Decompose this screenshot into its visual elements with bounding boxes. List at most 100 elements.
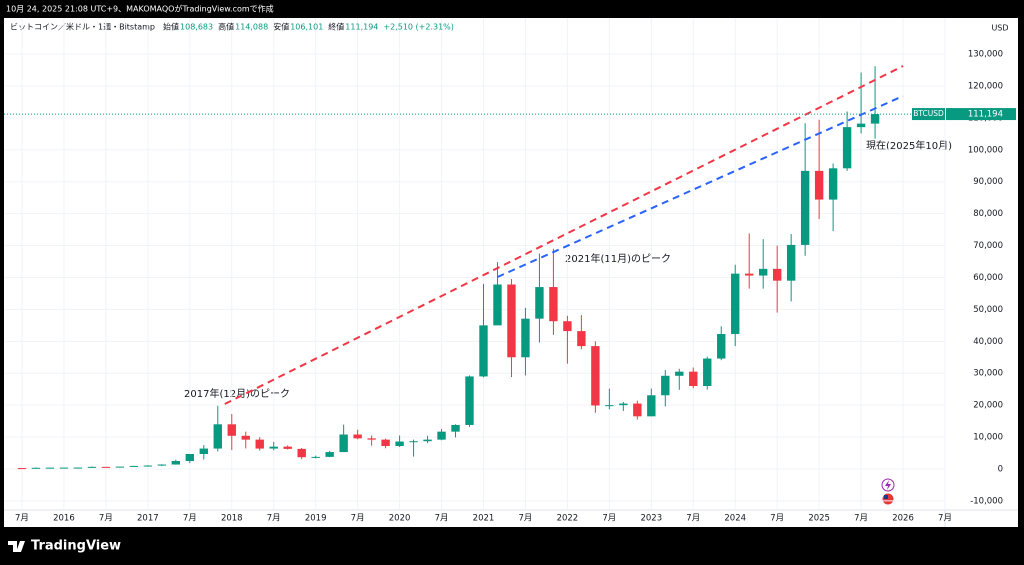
legend-label: 安値: [273, 22, 289, 32]
y-tick-label: 20,000: [973, 401, 1003, 411]
x-tick-label: 2017: [137, 514, 159, 524]
candle-body: [227, 424, 236, 436]
candle-body: [507, 284, 516, 358]
candle-body: [465, 376, 474, 425]
candle-body: [269, 446, 278, 449]
candle-body: [87, 466, 97, 468]
trendline: [497, 95, 904, 278]
candle-body: [283, 446, 292, 449]
legend-value: 111,194: [345, 23, 378, 32]
chart-frame: [4, 18, 1018, 527]
candle-body: [409, 441, 418, 443]
x-tick-label: 7月: [99, 514, 113, 524]
x-tick-label: 2025: [808, 514, 830, 524]
candle-body: [17, 468, 27, 470]
x-tick-label: 7月: [686, 514, 700, 524]
candle-body: [577, 331, 586, 347]
logo-mark: [8, 541, 25, 552]
candle-body: [59, 467, 69, 469]
candle-body: [800, 170, 810, 245]
last-price-label: 111,194: [968, 110, 1003, 120]
candle-body: [325, 452, 334, 457]
candle-body: [675, 371, 684, 376]
x-tick-label: 2020: [389, 514, 411, 524]
legend-value: 108,683: [180, 23, 213, 32]
x-tick-label: 2023: [640, 514, 662, 524]
candle-body: [437, 431, 446, 440]
candle-body: [535, 287, 544, 319]
legend-value: 106,101: [290, 23, 323, 32]
candle-body: [311, 456, 320, 458]
annotation: 現在(2025年10月): [866, 139, 952, 152]
x-tick-label: 7月: [183, 514, 197, 524]
candle-body: [828, 168, 838, 200]
candle-body: [255, 439, 264, 449]
candle-body: [171, 461, 181, 465]
candle-body: [157, 464, 167, 466]
candle-body: [870, 114, 880, 124]
candle-body: [381, 439, 390, 447]
candle-body: [241, 435, 250, 440]
logo-text: TradingView: [31, 539, 121, 554]
y-tick-label: 60,000: [973, 273, 1003, 283]
candle-body: [45, 467, 55, 469]
annotation: 2017年(12月)のピーク: [184, 387, 290, 400]
x-tick-label: 7月: [435, 514, 449, 524]
x-tick-label: 7月: [518, 514, 532, 524]
y-tick-label: 30,000: [973, 369, 1003, 379]
y-tick-label: 70,000: [973, 241, 1003, 251]
candle-body: [143, 465, 153, 467]
x-tick-label: 7月: [351, 514, 365, 524]
grid: [4, 18, 946, 510]
candle-body: [367, 438, 376, 440]
candle-body: [115, 466, 125, 468]
logo: TradingView: [8, 539, 121, 554]
y-tick-label: -10,000: [970, 496, 1003, 506]
candle-body: [814, 170, 824, 200]
candle-body: [619, 403, 628, 406]
x-tick-label: 2022: [557, 514, 579, 524]
y-tick-label: 50,000: [973, 305, 1003, 315]
annotation: 2021年(11月)のピーク: [565, 252, 671, 265]
candle-body: [591, 346, 600, 406]
candle-body: [423, 439, 432, 442]
candle-body: [339, 434, 348, 453]
candle-body: [703, 358, 712, 387]
x-tick-label: 2021: [473, 514, 495, 524]
candle-body: [717, 333, 726, 359]
candle-body: [563, 321, 572, 332]
last-price-name: BTCUSD: [913, 109, 944, 118]
x-tick-label: 7月: [267, 514, 281, 524]
candle-body: [199, 448, 208, 454]
candle-body: [353, 434, 362, 439]
x-tick-label: 2019: [305, 514, 327, 524]
candle-body: [31, 467, 41, 469]
y-tick-label: 0: [998, 464, 1003, 474]
y-tick-label: 100,000: [968, 145, 1003, 155]
candles: [17, 66, 880, 470]
y-tick-label: 10,000: [973, 433, 1003, 443]
candle-body: [549, 287, 558, 322]
candle-body: [297, 448, 306, 458]
legend-label: 終値: [328, 22, 344, 32]
x-tick-label: 7月: [602, 514, 616, 524]
candle-body: [633, 403, 642, 417]
event-icon-glyph: [885, 480, 891, 490]
y-tick-label: 90,000: [973, 177, 1003, 187]
x-tick-label: 7月: [770, 514, 784, 524]
legend-label: 始値: [163, 22, 179, 32]
symbol: ビットコイン／米ドル・1週・Bitstamp: [10, 22, 155, 32]
candle-body: [731, 273, 740, 334]
x-tick-label: 2016: [53, 514, 75, 524]
x-tick-label: 7月: [854, 514, 868, 524]
x-tick-label: 2024: [724, 514, 746, 524]
candle-body: [185, 453, 195, 462]
legend-label: 高値: [218, 22, 234, 32]
candle-body: [647, 395, 656, 417]
y-tick-label: 120,000: [968, 81, 1003, 91]
legend-value: 114,088: [235, 23, 268, 32]
y-tick-label: 40,000: [973, 337, 1003, 347]
candle-body: [451, 424, 460, 432]
candle-body: [772, 268, 782, 281]
